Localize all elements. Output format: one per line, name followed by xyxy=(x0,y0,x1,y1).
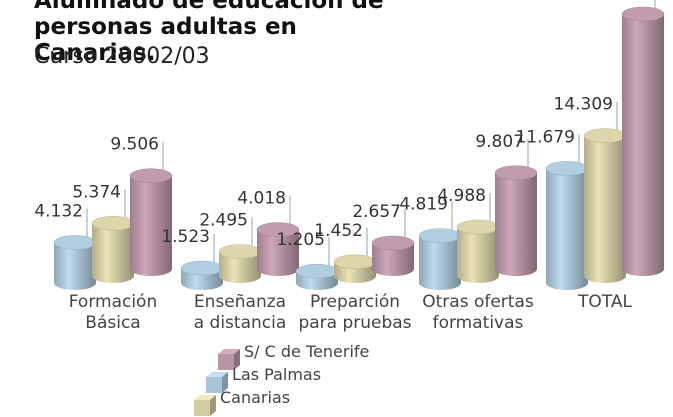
cylinder xyxy=(91,216,135,283)
cylinder-body xyxy=(92,223,134,283)
legend-swatch xyxy=(218,349,240,370)
cylinder-top xyxy=(494,165,538,181)
cube-top xyxy=(218,349,240,354)
chart-title: Alumnado de educación de personas adulta… xyxy=(34,0,384,66)
cylinder-body xyxy=(584,135,626,283)
cylinder-top xyxy=(218,244,262,259)
legend-label: Canarias xyxy=(220,388,291,407)
cylinder-top xyxy=(371,235,415,251)
cube-side xyxy=(234,349,240,370)
cylinder-body xyxy=(372,242,414,276)
cylinder-top xyxy=(129,168,173,183)
cylinder-top xyxy=(583,128,627,143)
value-label: 1.523 xyxy=(161,227,210,247)
cube-front xyxy=(194,400,210,416)
cylinder xyxy=(180,260,224,290)
cylinder xyxy=(218,244,262,283)
value-label: 14.309 xyxy=(554,95,613,115)
legend-swatch xyxy=(206,372,228,393)
value-label: 2.495 xyxy=(199,211,248,231)
cylinder-body xyxy=(130,175,172,276)
cylinder xyxy=(545,161,589,290)
cylinder xyxy=(256,222,300,276)
value-label: 4.988 xyxy=(437,186,486,206)
value-label: 4.819 xyxy=(399,195,448,215)
cylinder xyxy=(621,6,665,276)
chart-subtitle: Curso 20002/03 xyxy=(34,44,210,69)
value-label: 4.132 xyxy=(34,201,83,221)
cube-top xyxy=(194,395,216,400)
value-label: 9.506 xyxy=(110,135,159,155)
cylinder-top xyxy=(418,228,462,243)
x-tick-label: Enseñanza a distancia xyxy=(193,292,287,333)
cylinder xyxy=(494,165,538,276)
cylinder-top xyxy=(53,235,97,250)
legend-label: Las Palmas xyxy=(232,365,322,384)
value-label: 1.452 xyxy=(314,221,363,241)
value-label: 1.205 xyxy=(276,230,325,250)
cube-side xyxy=(222,372,228,393)
cylinder-top xyxy=(256,222,300,237)
cylinder-top xyxy=(545,161,589,176)
cylinder xyxy=(333,254,377,283)
cylinder-body xyxy=(219,251,261,283)
value-label: 2.657 xyxy=(352,202,401,222)
cylinder-top xyxy=(295,263,339,279)
cylinder-top xyxy=(333,254,377,270)
x-tick-label: Otras ofertas formativas xyxy=(422,292,534,333)
cylinder-body xyxy=(457,227,499,283)
value-label: 4.018 xyxy=(237,189,286,209)
cylinder-body xyxy=(495,172,537,276)
x-tick-label: TOTAL xyxy=(578,292,632,312)
cylinder xyxy=(583,128,627,283)
cylinder-top xyxy=(180,260,224,276)
cube-front xyxy=(218,354,234,370)
cube-front xyxy=(206,377,222,393)
cylinder-body xyxy=(546,168,588,290)
value-label: 5.374 xyxy=(72,182,121,202)
cylinder-top xyxy=(456,219,500,235)
cylinder xyxy=(418,228,462,290)
cylinder-top xyxy=(91,216,135,231)
cylinder-body xyxy=(419,235,461,290)
value-label: 11.679 xyxy=(516,127,575,147)
x-tick-label: Formación Básica xyxy=(68,292,158,333)
cube-top xyxy=(206,372,228,377)
cylinder xyxy=(129,168,173,276)
cylinder-top xyxy=(621,6,665,22)
cylinder-body xyxy=(54,242,96,290)
legend-swatch xyxy=(194,395,216,416)
cylinder xyxy=(295,263,339,290)
cylinder-body xyxy=(257,229,299,276)
cylinder-body xyxy=(622,14,664,276)
cylinder xyxy=(456,219,500,283)
legend-label: S/ C de Tenerife xyxy=(244,342,370,361)
cube-side xyxy=(210,395,216,416)
x-tick-label: Preparción para pruebas xyxy=(298,292,412,333)
cylinder xyxy=(371,235,415,276)
cylinder xyxy=(53,235,97,290)
value-label: 9.807 xyxy=(475,132,524,152)
